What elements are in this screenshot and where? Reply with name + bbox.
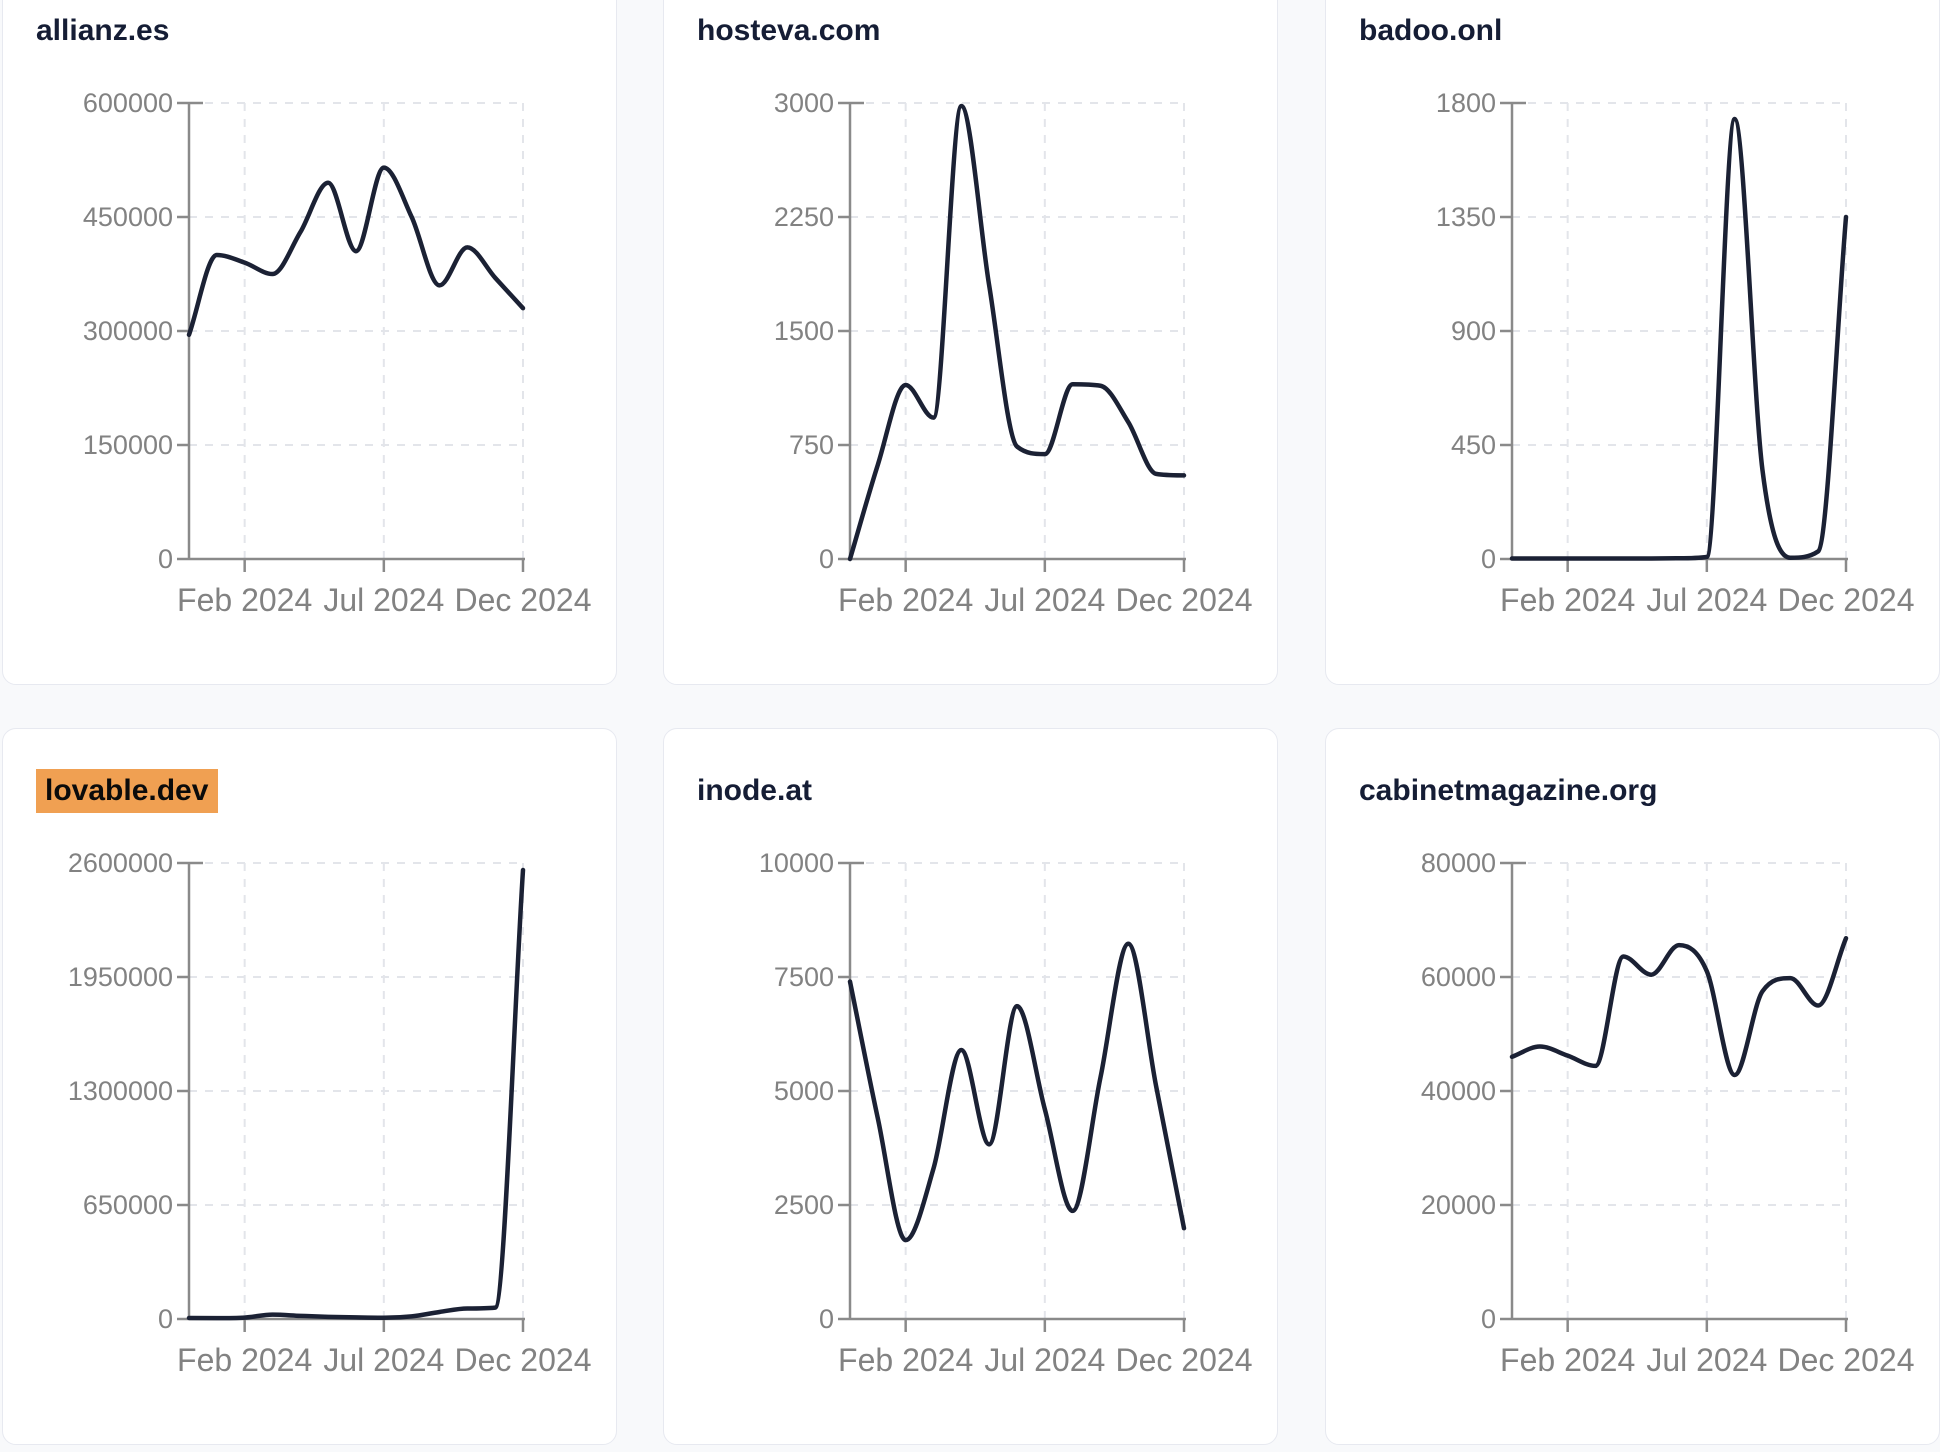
y-tick-label: 40000 — [1421, 1076, 1496, 1106]
y-tick-label: 750 — [789, 430, 834, 460]
chart-title: cabinetmagazine.org — [1359, 773, 1657, 809]
y-tick-label: 150000 — [83, 430, 173, 460]
y-tick-label: 650000 — [83, 1190, 173, 1220]
x-tick-label: Feb 2024 — [1500, 582, 1635, 618]
y-tick-label: 0 — [819, 1304, 834, 1334]
chart-card-hosteva: hosteva.com 0 750 1500 2250 3000 Feb 2024 Jul … — [663, 0, 1278, 685]
y-tick-label: 10000 — [759, 848, 834, 878]
line-chart: 0 750 1500 2250 3000 Feb 2024 Jul 2024 Dec 2024 — [774, 88, 1253, 618]
line-chart: 0 2500 5000 7500 10000 Feb 2024 Jul 2024 Dec 20… — [759, 848, 1253, 1378]
y-tick-label: 3000 — [774, 88, 834, 118]
chart-card-allianz: allianz.es 0 150000 300000 450000 600000 Feb … — [2, 0, 617, 685]
x-tick-label: Jul 2024 — [984, 1342, 1105, 1378]
x-tick-label: Feb 2024 — [177, 582, 312, 618]
x-tick-label: Dec 2024 — [455, 1342, 592, 1378]
trend-line — [186, 165, 526, 338]
domain-name: allianz.es — [36, 14, 170, 47]
x-tick-label: Dec 2024 — [1778, 1342, 1915, 1378]
domain-name-highlighted: lovable.dev — [36, 769, 219, 813]
chart-title: badoo.onl — [1359, 13, 1502, 49]
domain-name: cabinetmagazine.org — [1359, 774, 1658, 807]
chart-title: hosteva.com — [697, 13, 880, 49]
y-tick-label: 2600000 — [68, 848, 173, 878]
line-chart: 0 150000 300000 450000 600000 Feb 2024 Jul 202… — [83, 88, 592, 618]
y-tick-label: 0 — [1481, 544, 1496, 574]
chart-title: allianz.es — [36, 13, 169, 49]
x-tick-label: Jul 2024 — [323, 1342, 444, 1378]
y-tick-label: 2500 — [774, 1190, 834, 1220]
chart-title: inode.at — [697, 773, 812, 809]
y-tick-label: 0 — [158, 544, 173, 574]
x-tick-label: Dec 2024 — [455, 582, 592, 618]
chart-card-badoo: badoo.onl 0 450 900 1350 1800 Feb 2024 Jul 202… — [1325, 0, 1940, 685]
line-chart: 0 20000 40000 60000 80000 Feb 2024 Jul 2024 Dec… — [1421, 848, 1915, 1378]
y-tick-label: 0 — [1481, 1304, 1496, 1334]
domain-name: badoo.onl — [1359, 14, 1503, 47]
trend-line — [1509, 116, 1849, 561]
chart-card-lovable: lovable.dev 0 650000 1300000 1950000 2600000… — [2, 728, 617, 1445]
chart-card-inode: inode.at 0 2500 5000 7500 10000 Feb 2024 Jul 2… — [663, 728, 1278, 1445]
y-tick-label: 900 — [1451, 316, 1496, 346]
domain-name: inode.at — [697, 774, 813, 807]
y-tick-label: 450000 — [83, 202, 173, 232]
y-tick-label: 7500 — [774, 962, 834, 992]
y-tick-label: 1950000 — [68, 962, 173, 992]
line-chart: 0 650000 1300000 1950000 2600000 Feb 2024 Jul … — [68, 848, 592, 1378]
y-tick-label: 2250 — [774, 202, 834, 232]
y-tick-label: 300000 — [83, 316, 173, 346]
y-tick-label: 1300000 — [68, 1076, 173, 1106]
y-tick-label: 1500 — [774, 316, 834, 346]
x-tick-label: Jul 2024 — [1646, 1342, 1767, 1378]
domain-name: hosteva.com — [697, 14, 881, 47]
chart-card-cabinetmagazine: cabinetmagazine.org 0 20000 40000 60000 8000… — [1325, 728, 1940, 1445]
y-tick-label: 1800 — [1436, 88, 1496, 118]
x-tick-label: Dec 2024 — [1116, 582, 1253, 618]
x-tick-label: Feb 2024 — [177, 1342, 312, 1378]
x-tick-label: Feb 2024 — [1500, 1342, 1635, 1378]
line-chart: 0 450 900 1350 1800 Feb 2024 Jul 2024 Dec 2024 — [1436, 88, 1915, 618]
x-tick-label: Jul 2024 — [984, 582, 1105, 618]
chart-title: lovable.dev — [36, 769, 219, 813]
y-tick-label: 450 — [1451, 430, 1496, 460]
y-tick-label: 20000 — [1421, 1190, 1496, 1220]
y-tick-label: 600000 — [83, 88, 173, 118]
x-tick-label: Dec 2024 — [1116, 1342, 1253, 1378]
x-tick-label: Jul 2024 — [323, 582, 444, 618]
y-tick-label: 0 — [819, 544, 834, 574]
y-tick-label: 5000 — [774, 1076, 834, 1106]
x-tick-label: Dec 2024 — [1778, 582, 1915, 618]
y-tick-label: 0 — [158, 1304, 173, 1334]
trend-line — [847, 941, 1187, 1243]
x-tick-label: Feb 2024 — [838, 582, 973, 618]
trend-line — [186, 867, 526, 1321]
trend-line — [847, 103, 1187, 562]
x-tick-label: Feb 2024 — [838, 1342, 973, 1378]
y-tick-label: 60000 — [1421, 962, 1496, 992]
x-tick-label: Jul 2024 — [1646, 582, 1767, 618]
trend-line — [1509, 935, 1849, 1078]
y-tick-label: 80000 — [1421, 848, 1496, 878]
y-tick-label: 1350 — [1436, 202, 1496, 232]
